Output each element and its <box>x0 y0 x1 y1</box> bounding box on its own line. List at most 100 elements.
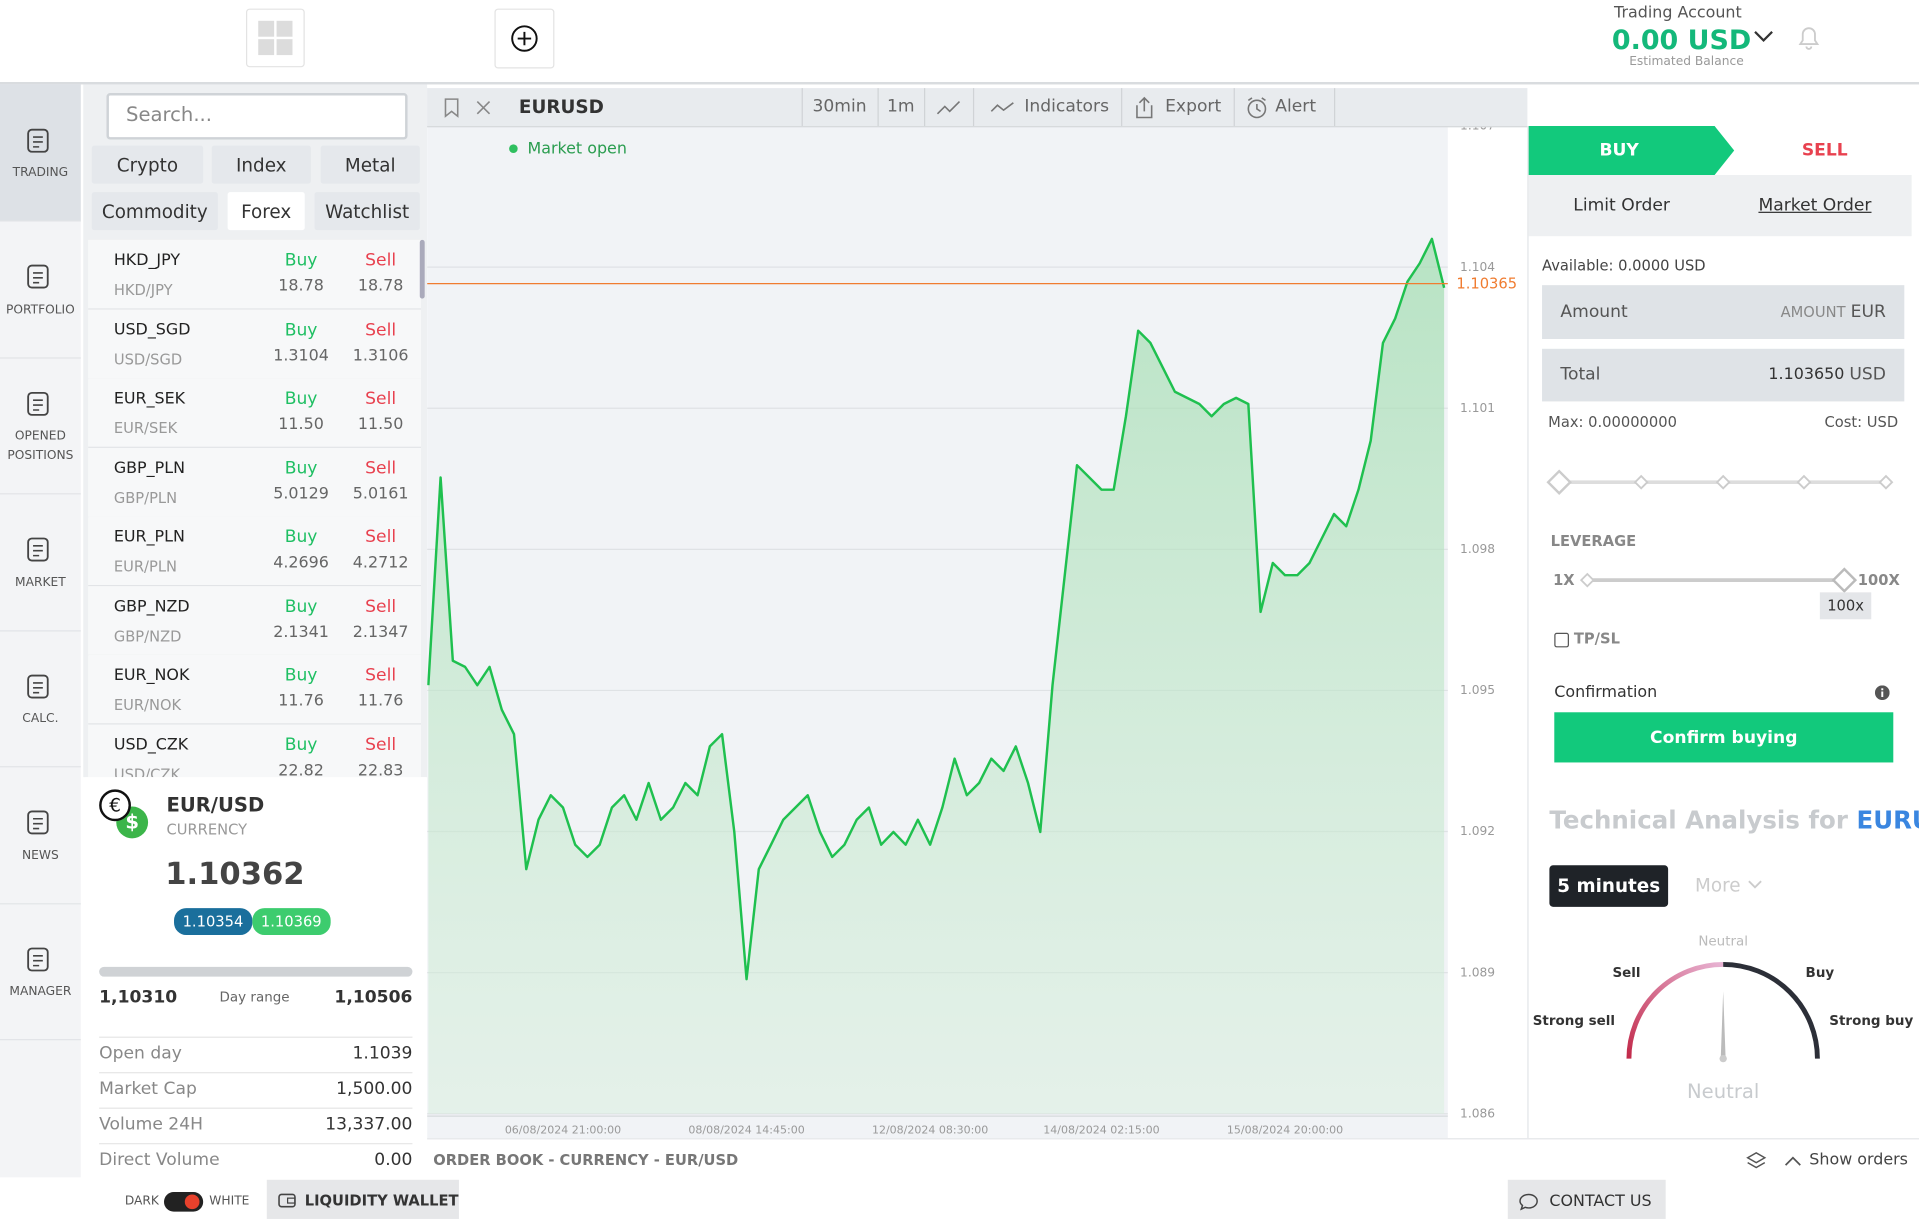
tpsl-checkbox[interactable] <box>1554 632 1569 648</box>
sidebar-item[interactable]: TRADING <box>0 84 81 222</box>
period[interactable]: 1m <box>886 96 915 117</box>
apps-button[interactable] <box>245 8 305 68</box>
sidebar-item[interactable]: OPENED POSITIONS <box>0 357 81 495</box>
buy-price: 11.76 <box>278 692 324 711</box>
total-field <box>1542 348 1905 402</box>
buy-label[interactable]: Buy <box>284 320 318 340</box>
theme-toggle[interactable] <box>163 1192 204 1212</box>
filter-button[interactable]: Index <box>211 145 311 184</box>
sell-label[interactable]: Sell <box>365 389 397 409</box>
filter-button[interactable]: Metal <box>320 145 420 184</box>
pair-name: EUR/USD <box>166 793 265 817</box>
wallet-button[interactable] <box>266 1179 459 1219</box>
sidebar-item[interactable]: CALC. <box>0 630 81 768</box>
filter-button[interactable]: Forex <box>227 192 305 231</box>
sidebar-label: MARKET <box>15 576 66 590</box>
show-orders[interactable]: Show orders <box>1809 1151 1908 1170</box>
sell-label[interactable]: Sell <box>365 320 397 340</box>
indicators-icon <box>990 102 1014 112</box>
pair-row[interactable]: EUR_NOK EUR/NOK Buy 11.76 Sell 11.76 <box>88 654 422 725</box>
price-line-series <box>427 237 1446 981</box>
alert[interactable]: Alert <box>1275 96 1317 117</box>
filter-button[interactable]: Commodity <box>91 192 218 231</box>
amount-input[interactable] <box>1542 285 1905 340</box>
analysis-more[interactable]: More <box>1695 874 1741 897</box>
sell-price: 4.2712 <box>352 553 409 573</box>
chart-toolbar <box>427 88 1528 128</box>
sidebar-icon <box>27 810 49 835</box>
sidebar-item[interactable]: MARKET <box>0 494 81 631</box>
contact-button[interactable] <box>1507 1179 1666 1219</box>
sell-tab-label[interactable]: SELL <box>1801 140 1848 161</box>
buy-label[interactable]: Buy <box>284 527 318 548</box>
wallet-icon <box>278 1193 296 1208</box>
confirm-button[interactable]: Confirm buying <box>1554 712 1894 763</box>
pair-symbol: GBP_PLN <box>113 458 185 478</box>
market-order[interactable]: Market Order <box>1758 195 1872 216</box>
pair-row[interactable]: GBP_PLN GBP/PLN Buy 5.0129 Sell 5.0161 <box>88 447 422 518</box>
pair-symbol: EUR_SEK <box>113 389 186 409</box>
pair-row[interactable]: EUR_SEK EUR/SEK Buy 11.50 Sell 11.50 <box>88 378 422 448</box>
buy-label[interactable]: Buy <box>284 250 318 271</box>
buy-label[interactable]: Buy <box>284 389 318 409</box>
buy-tab-label[interactable]: BUY <box>1599 140 1639 161</box>
pair-symbol: HKD_JPY <box>113 251 181 270</box>
pair-row[interactable]: USD_CZK USD/CZK Buy 22.82 Sell 22.83 <box>88 723 422 778</box>
filter-button[interactable]: Watchlist <box>314 192 420 231</box>
gauge-neutral: Neutral <box>1698 933 1749 950</box>
info-icon[interactable] <box>1874 685 1890 701</box>
sell-label[interactable]: Sell <box>365 527 397 548</box>
x-tick-label: 06/08/2024 21:00:00 <box>505 1123 621 1136</box>
pair-row[interactable]: HKD_JPY HKD/JPY Buy 18.78 Sell 18.78 <box>88 239 422 310</box>
limit-order[interactable]: Limit Order <box>1573 195 1670 216</box>
add-button[interactable] <box>494 8 555 69</box>
analysis-title-text: Technical Analysis for <box>1549 805 1848 835</box>
account-dropdown[interactable] <box>1753 29 1775 44</box>
gauge-buy: Buy <box>1805 965 1835 981</box>
stat-value: 1.1039 <box>352 1043 413 1064</box>
order-type-bar <box>1528 175 1912 237</box>
buy-label[interactable]: Buy <box>284 734 318 755</box>
buy-label[interactable]: Buy <box>284 596 318 617</box>
side-tabs <box>1528 126 1735 176</box>
buy-label[interactable]: Buy <box>284 665 318 686</box>
filter-button[interactable]: Crypto <box>91 145 204 184</box>
sell-label[interactable]: Sell <box>365 596 397 617</box>
sidebar-item[interactable]: NEWS <box>0 767 81 904</box>
stat-value: 1,500.00 <box>336 1079 413 1100</box>
sell-label[interactable]: Sell <box>365 665 397 686</box>
range-low: 1,10310 <box>99 987 178 1008</box>
buy-label[interactable]: Buy <box>284 458 318 478</box>
sell-label[interactable]: Sell <box>365 250 397 271</box>
indicators[interactable]: Indicators <box>1024 96 1110 117</box>
pair-row[interactable]: GBP_NZD GBP/NZD Buy 2.1341 Sell 2.1347 <box>88 585 422 656</box>
buy-tab[interactable] <box>1528 126 1735 176</box>
leverage-slider[interactable] <box>1576 567 1858 594</box>
order-book-icons <box>1746 1152 1801 1169</box>
interval[interactable]: 30min <box>812 96 867 117</box>
sell-label[interactable]: Sell <box>365 458 397 478</box>
y-tick-label: 1.104 <box>1460 260 1495 274</box>
pair-row[interactable]: EUR_PLN EUR/PLN Buy 4.2696 Sell 4.2712 <box>88 516 422 587</box>
pair-row[interactable]: USD_SGD USD/SGD Buy 1.3104 Sell 1.3106 <box>88 309 422 379</box>
buy-price: 2.1341 <box>273 622 329 642</box>
pair-name: GBP/PLN <box>113 488 178 507</box>
sidebar-item[interactable]: PORTFOLIO <box>0 221 81 358</box>
toolbar-icons[interactable] <box>441 97 497 119</box>
search-input[interactable] <box>106 93 408 140</box>
sidebar-item[interactable]: MANAGER <box>0 903 81 1041</box>
analysis-interval[interactable]: 5 minutes <box>1549 865 1669 907</box>
pair-name: USD/CZK <box>113 765 181 778</box>
export[interactable]: Export <box>1165 96 1222 117</box>
sell-label[interactable]: Sell <box>365 734 397 755</box>
gauge-strong-sell: Strong sell <box>1532 1012 1616 1029</box>
bell-icon[interactable] <box>1795 23 1822 52</box>
total-value: 1.103650 <box>1768 365 1845 384</box>
amount-slider[interactable] <box>1544 468 1899 497</box>
chart-style-icon[interactable] <box>935 98 962 118</box>
ask-pill: 1.10369 <box>252 908 331 936</box>
max: Max: 0.00000000 <box>1548 413 1677 431</box>
sell-price: 2.1347 <box>352 622 409 642</box>
